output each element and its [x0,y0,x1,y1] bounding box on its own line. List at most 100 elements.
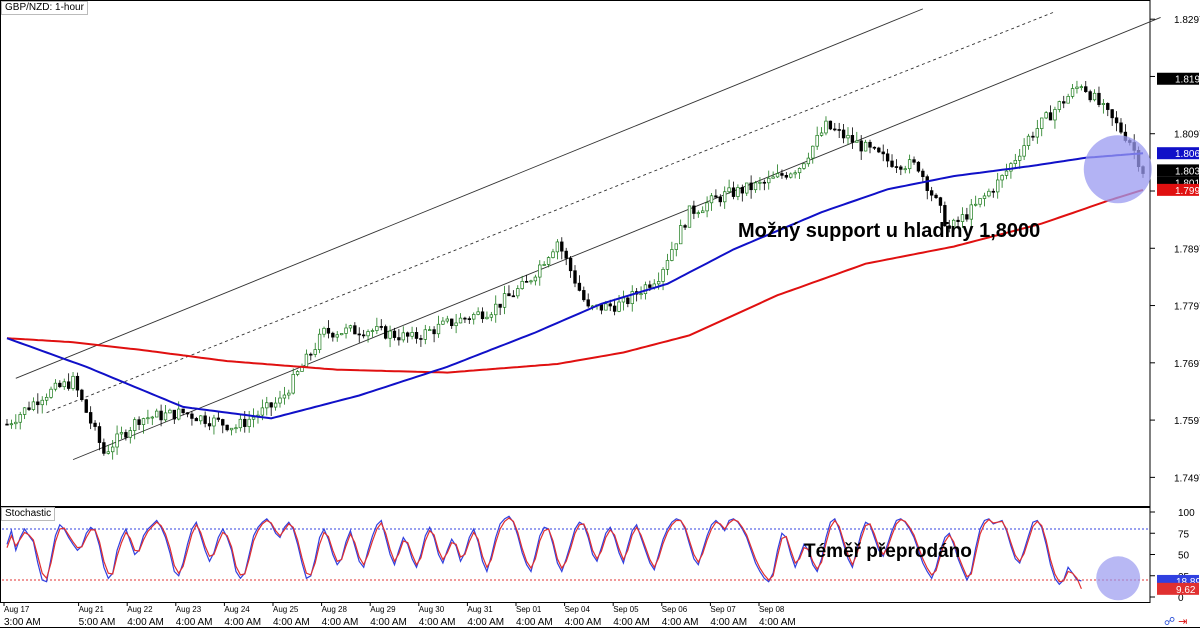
moving-average-fast-line [6,152,1144,420]
candle-body [564,250,568,259]
candle-body [190,413,194,419]
candle-body [234,427,238,430]
candle-body [155,410,159,418]
stochastic-value-text: 9.62 [1176,585,1196,596]
candle-body [150,416,154,419]
link-icon[interactable]: ☍ [1164,616,1176,628]
candle-body [1057,101,1062,110]
stochastic-d-line [6,517,1082,590]
candle-body [551,251,555,258]
candle-body [863,141,868,152]
candle-body [811,145,815,159]
candle-body [929,190,934,196]
price-label-box [1157,183,1199,196]
candle-body [683,225,687,228]
price-tick-label: 1.7597 [1174,416,1200,427]
candle-body [1092,92,1097,101]
candle-body [379,326,383,328]
candle-body [533,276,538,282]
arrow-right-icon[interactable]: ⇥ [1178,616,1188,628]
stochastic-value-box [1157,582,1199,595]
candle-body [1040,117,1044,129]
candle-body [665,260,670,270]
main-frame [0,0,1151,507]
candle-body [943,205,947,227]
time-label: 4:00 AM [565,617,602,628]
oversold-highlight-circle [1096,556,1141,601]
candle-body [978,198,982,205]
stochastic-value-text: 18.89 [1176,577,1200,588]
candle-body [991,190,995,193]
candle-body [916,161,921,172]
candle-body [133,419,137,431]
candle-body [128,430,132,438]
candle-body [753,182,758,191]
candle-body [168,409,172,414]
candle-body [18,414,22,423]
candle-body [762,181,767,184]
candle-body [445,318,449,322]
candle-body [141,418,146,425]
candle-body [670,249,674,261]
candle-body [31,401,36,410]
moving-average-slow-line [6,188,1144,374]
candle-body [40,399,44,406]
oversold-annotation: Téměř přeprodáno [804,541,972,562]
candle-body [982,195,987,199]
candle-body [599,304,604,311]
candles [5,80,1145,460]
candle-body [912,159,916,163]
candle-body [1088,91,1092,101]
stochastic-tick-label: 100 [1178,508,1195,519]
candle-body [612,305,617,312]
candle-body [44,396,49,401]
candle-body [921,170,925,178]
time-label: 4:00 AM [127,617,164,628]
candle-body [806,157,811,165]
candle-body [723,191,727,203]
candle-body [291,374,295,394]
candle-body [22,407,27,415]
candle-body [960,214,965,222]
candle-body [775,173,780,178]
candle-body [476,311,480,315]
candle-body [1018,155,1022,161]
candle-body [850,135,855,143]
candle-body [520,280,524,289]
candle-body [758,181,762,184]
candle-body [436,323,441,335]
time-label: 4:00 AM [273,617,310,628]
candle-body [66,381,71,389]
candle-body [894,166,899,168]
date-label: Aug 30 [419,605,445,614]
candle-body [106,451,110,454]
candle-body [221,419,225,426]
candle-body [951,219,956,229]
candle-body [837,129,841,131]
candle-body [14,421,18,425]
candle-body [859,140,863,152]
candle-body [996,179,1000,193]
stochastic-label: Stochastic [1,507,56,521]
candle-body [225,424,229,431]
support-highlight-circle [1083,135,1152,204]
candle-body [731,187,736,197]
candle-body [560,241,564,252]
candle-body [1079,86,1084,89]
date-label: Sep 04 [565,605,591,614]
candle-body [419,338,423,340]
candle-body [621,297,626,303]
candle-body [181,408,185,414]
candle-body [586,299,590,307]
candle-body [1110,109,1114,119]
candle-body [956,219,960,222]
candle-body [885,153,890,162]
candle-body [339,333,344,336]
stochastic-tick-label: 0 [1178,593,1184,604]
time-label: 3:00 AM [4,617,41,628]
date-label: Sep 05 [613,605,639,614]
candle-body [907,159,912,170]
candle-body [159,410,163,421]
candle-body [344,327,348,334]
